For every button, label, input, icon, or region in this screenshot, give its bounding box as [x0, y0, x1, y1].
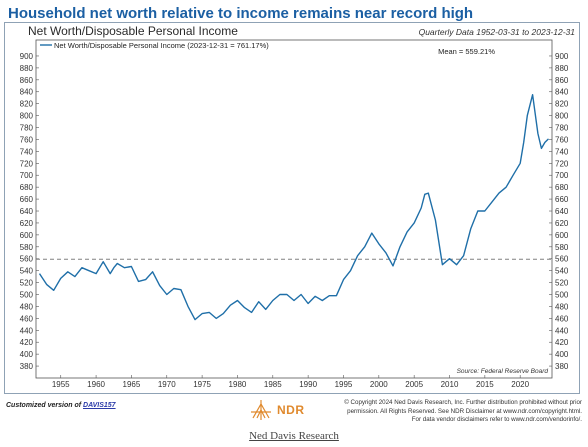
y-tick-label-left: 840 [20, 88, 34, 97]
y-tick-label-left: 760 [20, 135, 34, 144]
y-tick-label-left: 720 [20, 159, 34, 168]
y-tick-label-left: 740 [20, 147, 34, 156]
ndr-logo-text: NDR [277, 403, 305, 417]
y-tick-label-left: 700 [20, 171, 34, 180]
y-tick-label-right: 800 [555, 112, 569, 121]
x-tick-label: 1965 [123, 380, 141, 389]
y-tick-label-right: 500 [555, 291, 569, 300]
x-tick-label: 1990 [299, 380, 317, 389]
date-range-label: Quarterly Data 1952-03-31 to 2023-12-31 [418, 27, 575, 37]
y-tick-label-right: 700 [555, 171, 569, 180]
source-label: Source: Federal Reserve Board [457, 368, 549, 375]
y-tick-label-left: 500 [20, 291, 34, 300]
y-tick-label-right: 600 [555, 231, 569, 240]
y-tick-label-right: 860 [555, 76, 569, 85]
x-tick-label: 2015 [476, 380, 494, 389]
y-tick-label-right: 840 [555, 88, 569, 97]
y-tick-label-left: 420 [20, 338, 34, 347]
y-tick-label-right: 380 [555, 362, 569, 371]
x-tick-label: 2005 [405, 380, 423, 389]
ndr-logo-icon [251, 400, 271, 420]
net-worth-chart: 380 380 400 400 420 420 440 440 460 460 480 480 500 5… [20, 39, 569, 389]
y-tick-label-left: 780 [20, 124, 34, 133]
y-tick-label-left: 580 [20, 243, 34, 252]
y-tick-label-right: 720 [555, 159, 569, 168]
y-tick-label-left: 860 [20, 76, 34, 85]
chart-headline: Household net worth relative to income r… [8, 5, 474, 22]
chart-frame [4, 22, 580, 394]
series-line-net-worth-ratio [38, 93, 549, 321]
y-tick-label-left: 640 [20, 207, 34, 216]
y-tick-label-right: 680 [555, 183, 569, 192]
y-tick-label-right: 820 [555, 100, 569, 109]
y-tick-label-right: 400 [555, 350, 569, 359]
x-tick-label: 1975 [193, 380, 211, 389]
customized-version-note: Customized version of DAVIS157 [6, 402, 116, 409]
y-tick-label-right: 480 [555, 302, 569, 311]
y-tick-label-right: 640 [555, 207, 569, 216]
y-tick-label-right: 880 [555, 64, 569, 73]
y-tick-label-right: 760 [555, 135, 569, 144]
x-tick-label: 1970 [158, 380, 176, 389]
chart-subtitle: Net Worth/Disposable Personal Income [28, 24, 238, 38]
y-tick-label-right: 460 [555, 314, 569, 323]
x-tick-label: 2010 [441, 380, 459, 389]
y-tick-label-right: 560 [555, 255, 569, 264]
y-tick-label-left: 400 [20, 350, 34, 359]
y-tick-label-left: 880 [20, 64, 34, 73]
copyright-line-2: permission. All Rights Reserved. See NDR… [347, 407, 582, 415]
y-tick-label-left: 900 [20, 52, 34, 61]
mean-label: Mean = 559.21% [438, 47, 495, 56]
image-caption[interactable]: Ned Davis Research [249, 430, 339, 442]
y-tick-label-left: 820 [20, 100, 34, 109]
y-tick-label-left: 800 [20, 112, 34, 121]
y-tick-label-right: 780 [555, 124, 569, 133]
x-tick-label: 1960 [87, 380, 105, 389]
y-tick-label-left: 540 [20, 267, 34, 276]
y-tick-label-left: 560 [20, 255, 34, 264]
y-tick-label-right: 540 [555, 267, 569, 276]
copyright-line-3: For data vendor disclaimers refer to www… [411, 416, 582, 423]
x-tick-label: 1980 [229, 380, 247, 389]
x-tick-label: 2000 [370, 380, 388, 389]
x-tick-label: 2020 [511, 380, 529, 389]
y-tick-label-right: 900 [555, 52, 569, 61]
y-tick-label-right: 620 [555, 219, 569, 228]
y-tick-label-left: 480 [20, 302, 34, 311]
y-tick-label-left: 440 [20, 326, 34, 335]
legend-label: Net Worth/Disposable Personal Income (20… [54, 41, 269, 50]
copyright-line-1: © Copyright 2024 Ned Davis Research, Inc… [344, 399, 582, 406]
y-tick-label-left: 460 [20, 314, 34, 323]
y-tick-label-left: 600 [20, 231, 34, 240]
y-tick-label-right: 420 [555, 338, 569, 347]
y-tick-label-right: 520 [555, 279, 569, 288]
x-tick-label: 1955 [52, 380, 70, 389]
y-tick-label-right: 740 [555, 147, 569, 156]
copyright-notice: © Copyright 2024 Ned Davis Research, Inc… [322, 399, 582, 425]
y-tick-label-left: 380 [20, 362, 34, 371]
y-tick-label-left: 620 [20, 219, 34, 228]
x-tick-label: 1995 [335, 380, 353, 389]
customized-prefix: Customized version of [6, 402, 84, 409]
davis157-link[interactable]: DAVIS157 [83, 402, 116, 409]
y-tick-label-left: 520 [20, 279, 34, 288]
y-tick-label-left: 680 [20, 183, 34, 192]
y-tick-label-right: 580 [555, 243, 569, 252]
y-tick-label-right: 440 [555, 326, 569, 335]
plot-area [35, 39, 553, 379]
x-tick-label: 1985 [264, 380, 282, 389]
y-tick-label-left: 660 [20, 195, 34, 204]
y-tick-label-right: 660 [555, 195, 569, 204]
